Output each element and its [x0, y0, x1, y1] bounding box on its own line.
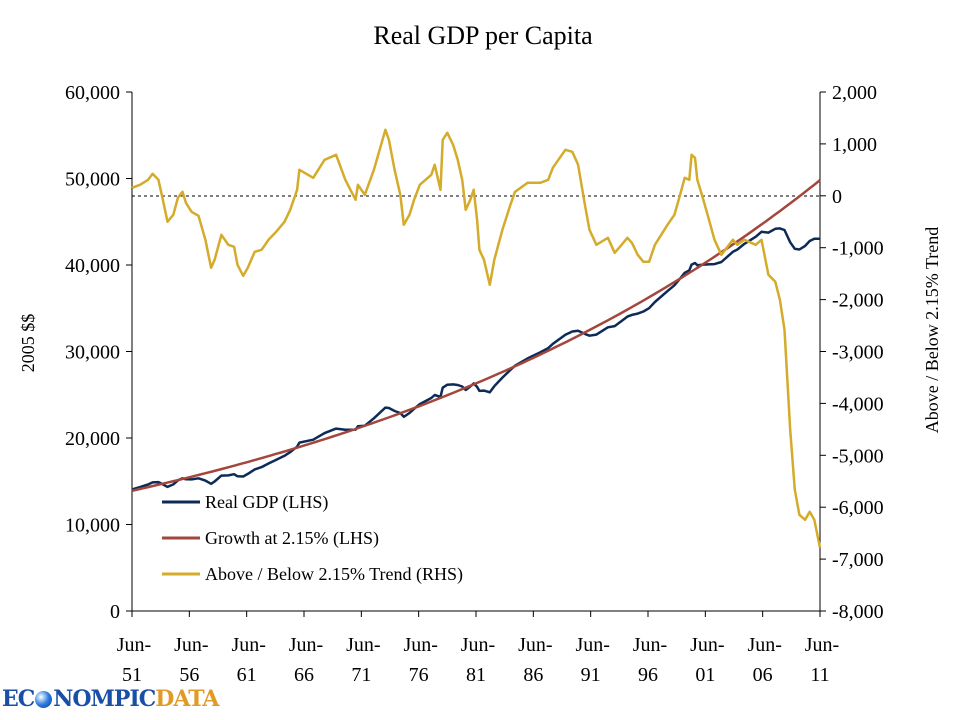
legend: Real GDP (LHS) Growth at 2.15% (LHS) Abo… — [162, 492, 463, 585]
x-tick-label: 06 — [753, 664, 773, 686]
series-real-gdp-line — [131, 227, 821, 491]
x-tick-label: 96 — [638, 664, 658, 686]
x-tick-label: 66 — [294, 664, 314, 686]
x-tick-label: 56 — [179, 664, 199, 686]
series-gap-line — [131, 128, 822, 549]
series-trend-line — [131, 179, 821, 493]
legend-label-real-gdp: Real GDP (LHS) — [205, 492, 328, 513]
x-tick-label: 86 — [523, 664, 543, 686]
legend-label-trend: Growth at 2.15% (LHS) — [205, 528, 379, 549]
x-tick-label: 91 — [581, 664, 601, 686]
y-left-tick-label: 40,000 — [65, 255, 120, 277]
x-tick-label: Jun- — [575, 634, 609, 656]
y-right-tick-label: -2,000 — [832, 290, 884, 312]
chart-title: Real GDP per Capita — [373, 21, 593, 50]
x-tick-label: 76 — [409, 664, 429, 686]
x-tick-label: Jun- — [174, 634, 208, 656]
x-tick-label: Jun- — [289, 634, 323, 656]
y-right-tick-label: -5,000 — [832, 445, 884, 467]
x-tick-label: Jun- — [403, 634, 437, 656]
y-right-tick-label: -3,000 — [832, 342, 884, 364]
y-left-tick-label: 60,000 — [65, 82, 120, 104]
x-tick-label: Jun- — [633, 634, 667, 656]
y-axis-right-label: Above / Below 2.15% Trend — [922, 227, 942, 434]
globe-icon — [35, 691, 53, 708]
x-tick-label: 71 — [351, 664, 371, 686]
y-left-tick-label: 20,000 — [65, 428, 120, 450]
x-tick-label: Jun- — [117, 634, 151, 656]
y-right-tick-label: 2,000 — [832, 82, 877, 104]
x-tick-label: 61 — [237, 664, 257, 686]
x-tick-label: Jun- — [518, 634, 552, 656]
x-tick-label: Jun- — [346, 634, 380, 656]
x-tick-label: Jun- — [231, 634, 265, 656]
y-right-tick-label: -7,000 — [832, 549, 884, 571]
x-tick-label: 81 — [466, 664, 486, 686]
y-right-tick-label: -1,000 — [832, 238, 884, 260]
x-tick-label: Jun- — [461, 634, 495, 656]
y-right-tick-label: 1,000 — [832, 134, 877, 156]
y-right-tick-label: -4,000 — [832, 393, 884, 415]
y-left-tick-label: 50,000 — [65, 169, 120, 191]
y-right-tick-label: -6,000 — [832, 497, 884, 519]
x-tick-label: Jun- — [747, 634, 781, 656]
y-right-tick-label: 0 — [832, 186, 842, 208]
y-axis-left-label: 2005 $$ — [18, 314, 38, 373]
y-left-tick-label: 30,000 — [65, 342, 120, 364]
x-tick-label: Jun- — [690, 634, 724, 656]
y-right-tick-label: -8,000 — [832, 601, 884, 623]
x-tick-label: Jun- — [805, 634, 839, 656]
x-tick-label: 01 — [695, 664, 715, 686]
y-left-tick-label: 10,000 — [65, 515, 120, 537]
x-tick-label: 11 — [810, 664, 829, 686]
legend-label-gap: Above / Below 2.15% Trend (RHS) — [205, 564, 463, 585]
x-tick-label: 51 — [122, 664, 142, 686]
y-left-tick-label: 0 — [110, 601, 120, 623]
economicdata-logo: EC NOMPICDATA — [2, 686, 219, 712]
